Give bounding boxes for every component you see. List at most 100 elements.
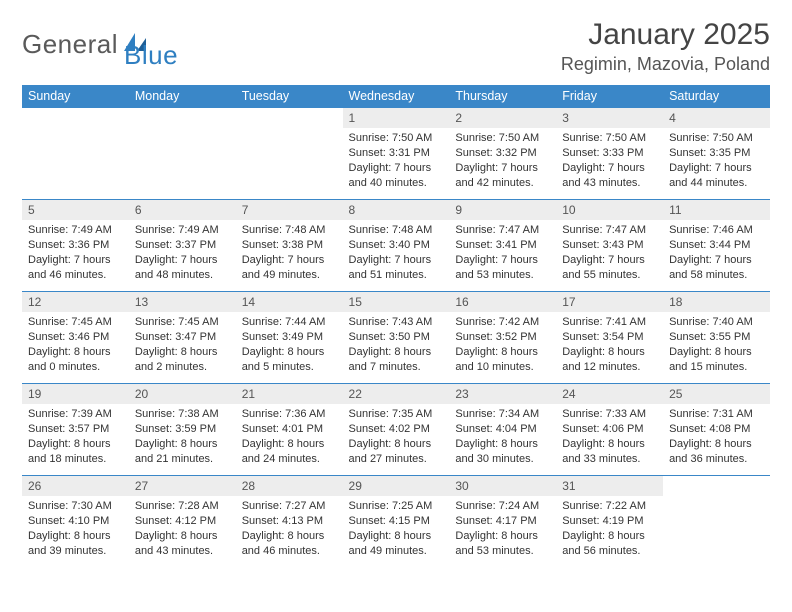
calendar-cell: 23Sunrise: 7:34 AMSunset: 4:04 PMDayligh… (449, 384, 556, 476)
cell-line-d2: and 56 minutes. (562, 544, 657, 559)
cell-line-sunset: Sunset: 4:17 PM (455, 514, 550, 529)
cell-line-sunset: Sunset: 3:55 PM (669, 330, 764, 345)
day-header-row: Sunday Monday Tuesday Wednesday Thursday… (22, 85, 770, 108)
calendar-cell: 22Sunrise: 7:35 AMSunset: 4:02 PMDayligh… (343, 384, 450, 476)
cell-line-sunrise: Sunrise: 7:38 AM (135, 407, 230, 422)
cell-line-d2: and 15 minutes. (669, 360, 764, 375)
cell-line-sunrise: Sunrise: 7:31 AM (669, 407, 764, 422)
calendar-cell: 17Sunrise: 7:41 AMSunset: 3:54 PMDayligh… (556, 292, 663, 384)
cell-line-sunset: Sunset: 4:12 PM (135, 514, 230, 529)
cell-line-d2: and 21 minutes. (135, 452, 230, 467)
calendar-cell (663, 476, 770, 568)
header-row: General Blue January 2025 Regimin, Mazov… (22, 18, 770, 75)
calendar-cell: 15 Sunrise: 7:43 AMSunset: 3:50 PMDayligh… (343, 292, 450, 384)
cell-body: Sunrise: 7:36 AMSunset: 4:01 PMDaylight:… (236, 404, 343, 472)
day-number: 15 (343, 292, 450, 312)
title-block: January 2025 Regimin, Mazovia, Poland (561, 18, 770, 75)
cell-line-sunrise: Sunrise: 7:42 AM (455, 315, 550, 330)
cell-line-sunrise: Sunrise: 7:24 AM (455, 499, 550, 514)
cell-line-d1: Daylight: 8 hours (669, 437, 764, 452)
cell-line-d1: Daylight: 8 hours (455, 529, 550, 544)
cell-line-d1: Daylight: 8 hours (135, 345, 230, 360)
calendar-cell: 1Sunrise: 7:50 AMSunset: 3:31 PMDaylight… (343, 108, 450, 200)
cell-line-d2: and 12 minutes. (562, 360, 657, 375)
cell-line-d1: Daylight: 8 hours (242, 345, 337, 360)
cell-line-d2: and 49 minutes. (242, 268, 337, 283)
cell-line-sunrise: Sunrise: 7:36 AM (242, 407, 337, 422)
cell-line-d1: Daylight: 8 hours (135, 529, 230, 544)
cell-line-sunrise: Sunrise: 7:27 AM (242, 499, 337, 514)
day-header: Monday (129, 85, 236, 108)
calendar-cell: 2 Sunrise: 7:50 AMSunset: 3:32 PMDaylight… (449, 108, 556, 200)
day-number: 28 (236, 476, 343, 496)
cell-line-d2: and 39 minutes. (28, 544, 123, 559)
calendar-cell: 4Sunrise: 7:50 AMSunset: 3:35 PMDaylight… (663, 108, 770, 200)
cell-line-sunrise: Sunrise: 7:22 AM (562, 499, 657, 514)
cell-line-d1: Daylight: 8 hours (349, 345, 444, 360)
cell-line-sunrise: Sunrise: 7:25 AM (349, 499, 444, 514)
cell-line-d1: Daylight: 7 hours (242, 253, 337, 268)
cell-line-d2: and 18 minutes. (28, 452, 123, 467)
cell-line-sunrise: Sunrise: 7:35 AM (349, 407, 444, 422)
calendar-cell: 18Sunrise: 7:40 AMSunset: 3:55 PMDayligh… (663, 292, 770, 384)
cell-line-d2: and 55 minutes. (562, 268, 657, 283)
calendar-cell: 6Sunrise: 7:49 AMSunset: 3:37 PMDaylight… (129, 200, 236, 292)
day-header: Thursday (449, 85, 556, 108)
cell-line-d1: Daylight: 7 hours (349, 253, 444, 268)
cell-line-d1: Daylight: 8 hours (455, 345, 550, 360)
calendar-cell: 11Sunrise: 7:46 AMSunset: 3:44 PMDayligh… (663, 200, 770, 292)
cell-line-sunset: Sunset: 3:40 PM (349, 238, 444, 253)
cell-body: Sunrise: 7:46 AMSunset: 3:44 PMDaylight:… (663, 220, 770, 288)
cell-line-d2: and 2 minutes. (135, 360, 230, 375)
cell-line-d2: and 40 minutes. (349, 176, 444, 191)
calendar-cell: 8Sunrise: 7:48 AMSunset: 3:40 PMDaylight… (343, 200, 450, 292)
cell-line-sunrise: Sunrise: 7:48 AM (242, 223, 337, 238)
day-number: 11 (663, 200, 770, 220)
cell-line-d1: Daylight: 8 hours (349, 529, 444, 544)
cell-line-d1: Daylight: 8 hours (242, 529, 337, 544)
cell-line-d2: and 33 minutes. (562, 452, 657, 467)
day-header: Saturday (663, 85, 770, 108)
cell-line-sunset: Sunset: 4:02 PM (349, 422, 444, 437)
cell-line-sunset: Sunset: 3:50 PM (349, 330, 444, 345)
cell-line-sunset: Sunset: 3:33 PM (562, 146, 657, 161)
cell-line-d1: Daylight: 8 hours (242, 437, 337, 452)
cell-line-d1: Daylight: 8 hours (455, 437, 550, 452)
cell-line-d1: Daylight: 8 hours (135, 437, 230, 452)
cell-line-sunrise: Sunrise: 7:49 AM (135, 223, 230, 238)
day-number: 2 (449, 108, 556, 128)
day-number: 19 (22, 384, 129, 404)
cell-line-d2: and 43 minutes. (562, 176, 657, 191)
day-number: 13 (129, 292, 236, 312)
cell-line-sunrise: Sunrise: 7:48 AM (349, 223, 444, 238)
cell-line-d2: and 27 minutes. (349, 452, 444, 467)
cell-line-sunset: Sunset: 3:36 PM (28, 238, 123, 253)
cell-line-sunrise: Sunrise: 7:45 AM (28, 315, 123, 330)
cell-body: Sunrise: 7:34 AMSunset: 4:04 PMDaylight:… (449, 404, 556, 472)
cell-body: Sunrise: 7:31 AMSunset: 4:08 PMDaylight:… (663, 404, 770, 472)
day-number: 18 (663, 292, 770, 312)
calendar-cell (22, 108, 129, 200)
cell-line-d2: and 5 minutes. (242, 360, 337, 375)
cell-line-sunset: Sunset: 3:32 PM (455, 146, 550, 161)
cell-body: Sunrise: 7:44 AMSunset: 3:49 PMDaylight:… (236, 312, 343, 380)
brand-right: Blue (124, 40, 178, 70)
day-number: 10 (556, 200, 663, 220)
cell-line-sunset: Sunset: 4:01 PM (242, 422, 337, 437)
day-number: 6 (129, 200, 236, 220)
cell-line-sunrise: Sunrise: 7:30 AM (28, 499, 123, 514)
calendar-cell: 9Sunrise: 7:47 AMSunset: 3:41 PMDaylight… (449, 200, 556, 292)
cell-line-sunset: Sunset: 3:31 PM (349, 146, 444, 161)
cell-line-sunrise: Sunrise: 7:43 AM (349, 315, 444, 330)
cell-line-sunset: Sunset: 3:46 PM (28, 330, 123, 345)
calendar-cell: 13Sunrise: 7:45 AMSunset: 3:47 PMDayligh… (129, 292, 236, 384)
cell-line-sunrise: Sunrise: 7:34 AM (455, 407, 550, 422)
cell-line-d1: Daylight: 8 hours (669, 345, 764, 360)
cell-line-sunset: Sunset: 3:35 PM (669, 146, 764, 161)
cell-line-d1: Daylight: 7 hours (455, 161, 550, 176)
calendar-cell: 28Sunrise: 7:27 AMSunset: 4:13 PMDayligh… (236, 476, 343, 568)
cell-line-d2: and 42 minutes. (455, 176, 550, 191)
cell-line-d2: and 0 minutes. (28, 360, 123, 375)
cell-line-sunrise: Sunrise: 7:50 AM (455, 131, 550, 146)
cell-line-sunrise: Sunrise: 7:28 AM (135, 499, 230, 514)
